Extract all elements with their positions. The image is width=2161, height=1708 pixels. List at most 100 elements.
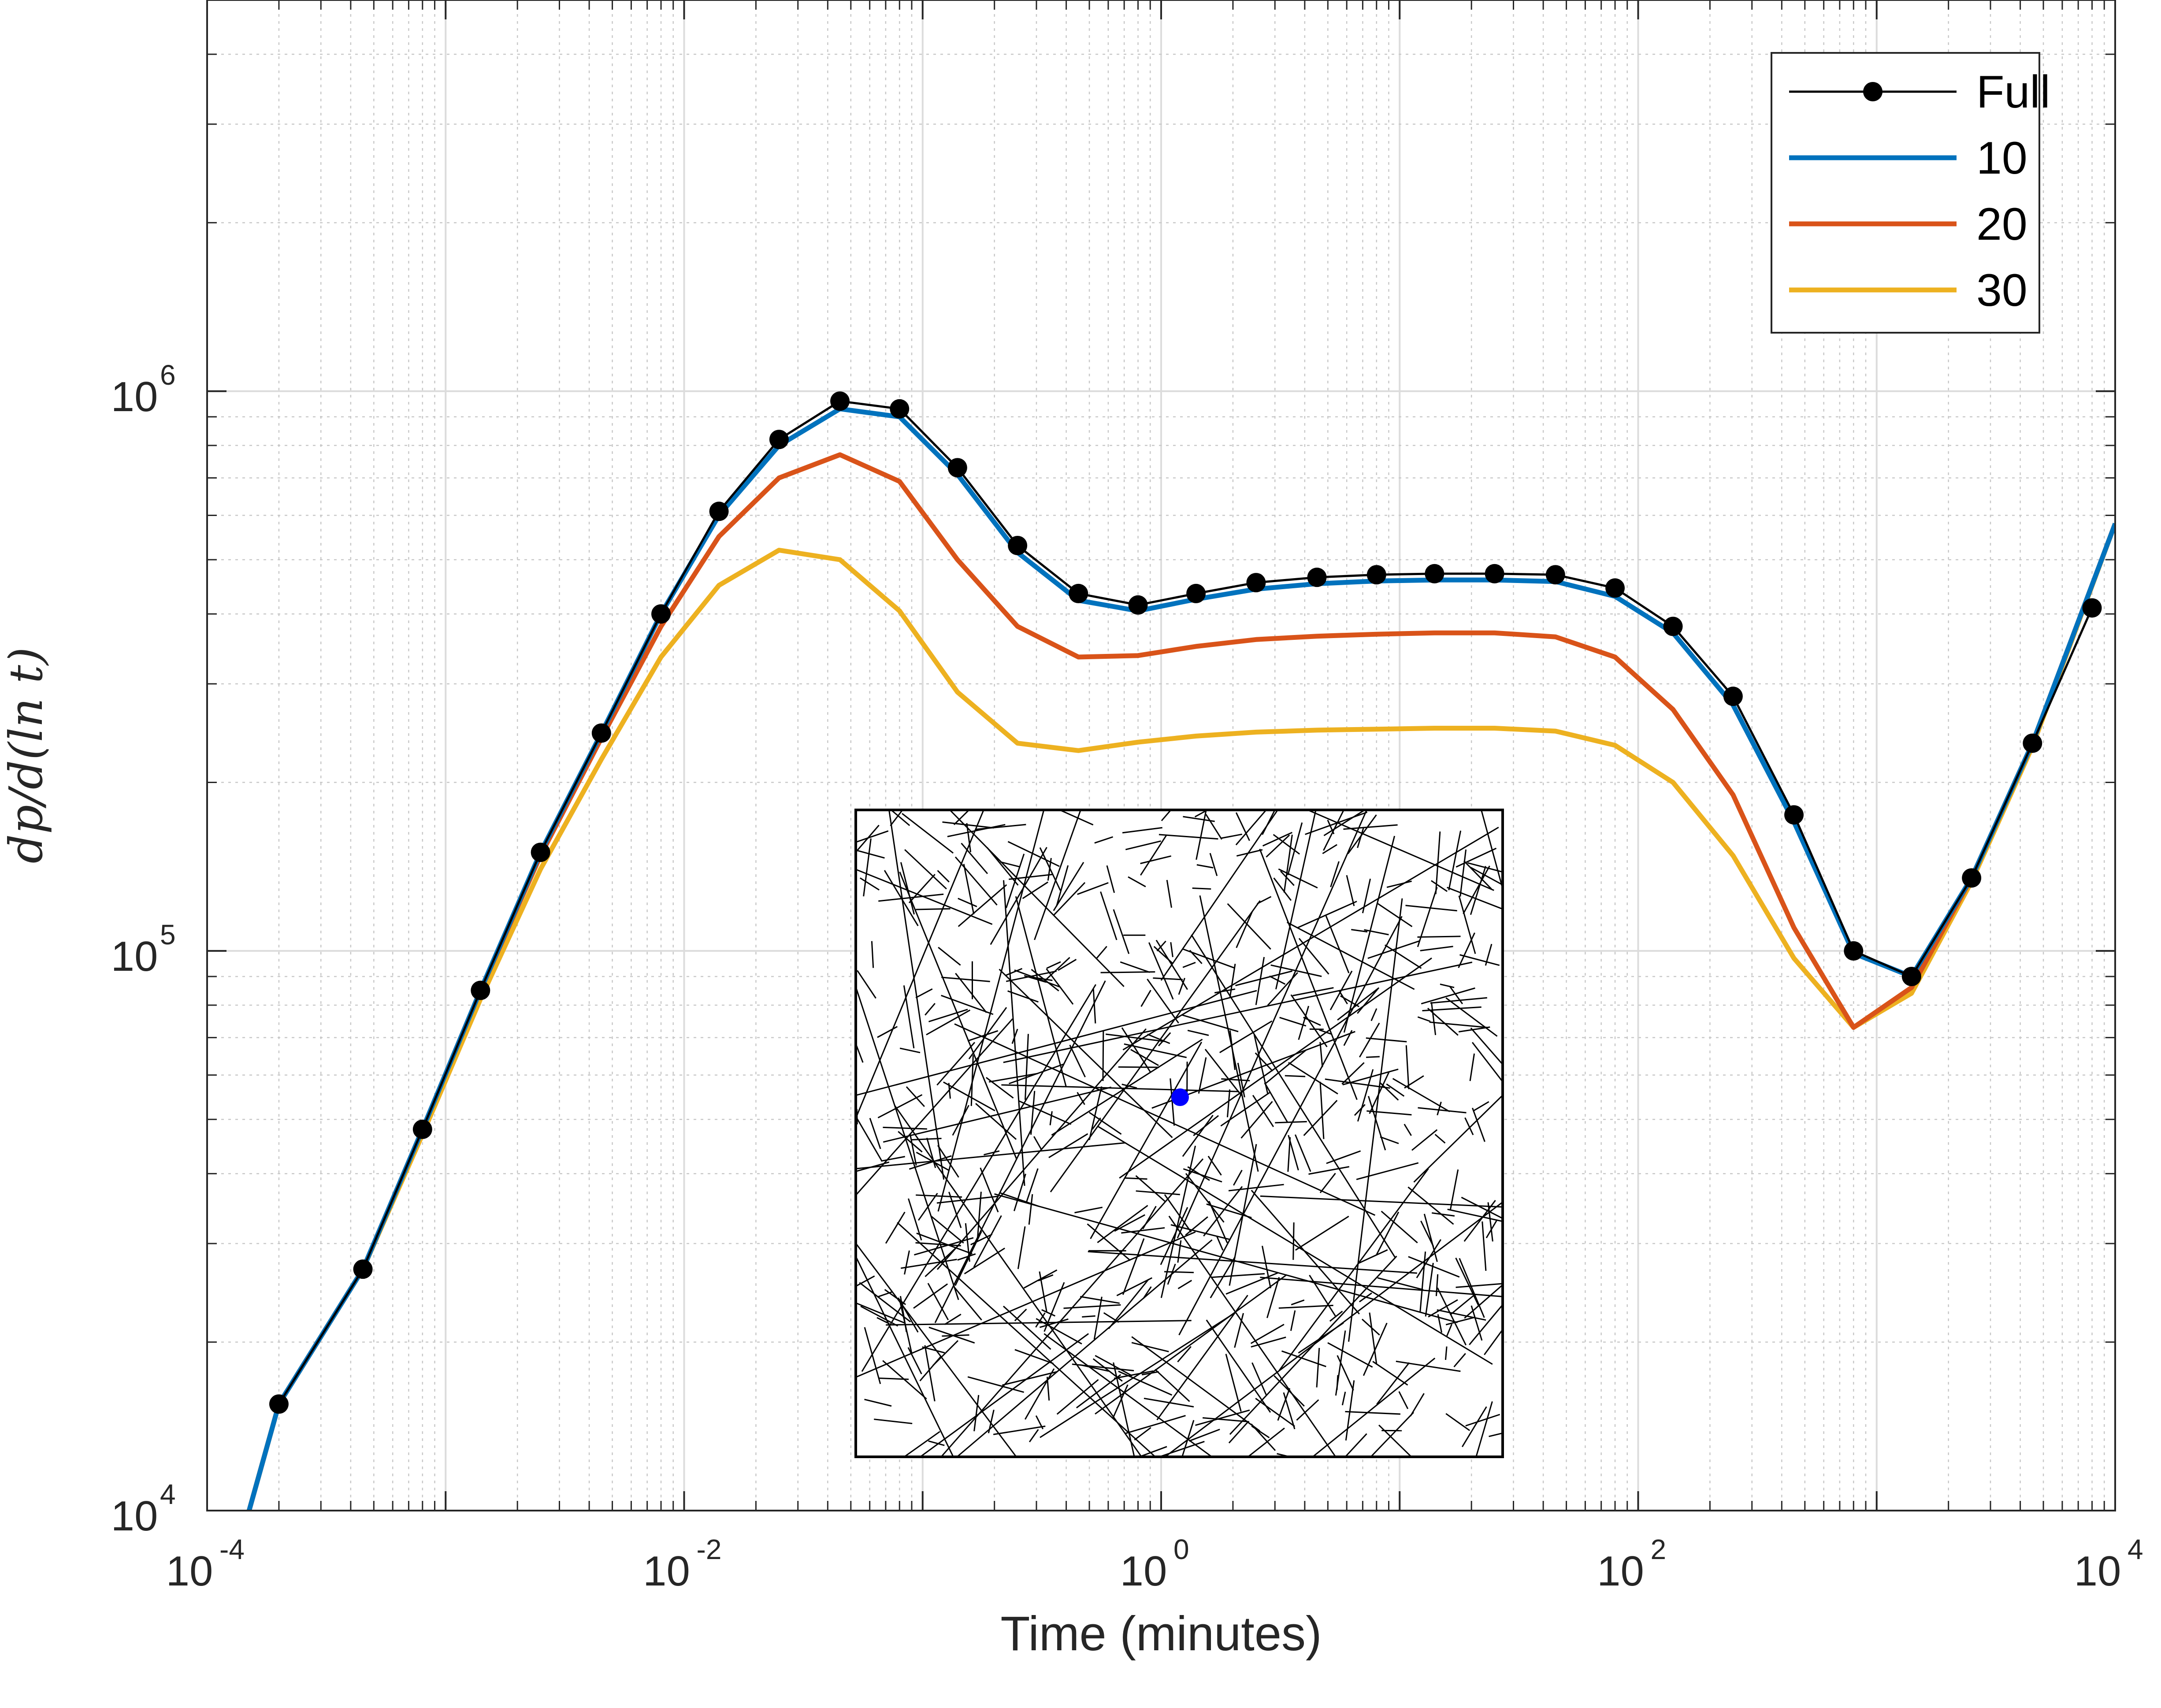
fracture — [958, 898, 977, 907]
fracture — [948, 1192, 962, 1228]
fracture — [1088, 1112, 1122, 1135]
fracture — [899, 1047, 921, 1054]
data-point-Full — [1723, 687, 1743, 706]
fracture — [1295, 1215, 1349, 1251]
fracture — [1142, 1206, 1157, 1229]
fracture — [1467, 862, 1503, 873]
fracture — [1392, 1078, 1450, 1112]
fracture — [881, 1156, 905, 1162]
fracture — [1092, 1118, 1101, 1130]
legend-item-10: 10 — [1789, 133, 2027, 184]
fracture — [1465, 1414, 1500, 1427]
fracture — [899, 1299, 913, 1353]
data-point-Full — [1663, 616, 1683, 636]
fracture — [1053, 861, 1084, 911]
fracture — [1122, 827, 1499, 1051]
data-point-Full — [531, 843, 550, 862]
fracture — [1311, 1357, 1436, 1457]
fracture — [1458, 932, 1475, 968]
fracture — [1017, 1226, 1026, 1269]
fracture — [1337, 1355, 1354, 1391]
fracture — [926, 1137, 936, 1168]
fracture — [1002, 1371, 1057, 1386]
fracture — [993, 1426, 1046, 1435]
legend-item-Full: Full — [1789, 67, 2050, 118]
x-tick-label: 10 -4 — [166, 1533, 245, 1595]
fracture — [1235, 970, 1292, 986]
x-tick-exponent: 0 — [1173, 1533, 1189, 1565]
fracture — [1459, 954, 1500, 966]
fracture — [937, 810, 1045, 1212]
fracture — [1120, 961, 1150, 973]
fracture — [1345, 1411, 1401, 1415]
fracture — [1093, 1296, 1103, 1340]
data-point-Full — [2023, 733, 2042, 753]
fracture — [955, 973, 987, 1013]
fracture — [883, 1126, 927, 1130]
fracture — [1003, 1305, 1051, 1350]
fracture — [1473, 1101, 1489, 1112]
fracture — [904, 1250, 910, 1275]
fracture — [1252, 1095, 1274, 1127]
fracture — [908, 1198, 922, 1240]
fracture — [1346, 875, 1355, 906]
fracture — [1193, 1115, 1219, 1136]
fracture — [897, 1297, 919, 1333]
fracture — [1417, 936, 1461, 938]
fracture — [1094, 836, 1114, 844]
fracture — [1291, 1299, 1305, 1306]
data-point-Full — [1186, 583, 1206, 603]
fracture — [1022, 881, 1048, 899]
fracture — [1160, 1207, 1188, 1265]
fracture — [883, 1086, 1112, 1143]
data-point-Full — [1307, 568, 1327, 587]
x-tick-base: 10 — [643, 1548, 690, 1595]
fracture — [988, 1410, 995, 1433]
legend-marker — [1863, 82, 1883, 101]
fracture — [1183, 816, 1215, 822]
fracture — [947, 824, 1006, 837]
fracture — [1005, 968, 1023, 976]
fracture — [1023, 1269, 1058, 1289]
fracture — [1122, 827, 1162, 834]
fracture — [1341, 1062, 1365, 1085]
fracture — [1361, 1318, 1380, 1336]
fracture — [1074, 1207, 1103, 1214]
fracture — [856, 990, 1257, 1096]
data-point-Full — [651, 604, 671, 624]
fracture — [1461, 1406, 1487, 1448]
fracture — [1354, 1104, 1366, 1116]
x-tick-base: 10 — [166, 1548, 213, 1595]
fracture — [936, 1196, 999, 1204]
fracture — [1137, 1446, 1167, 1457]
legend-label: Full — [1976, 67, 2050, 118]
fracture — [994, 1193, 1458, 1323]
fracture — [1345, 1380, 1355, 1441]
fracture — [1273, 834, 1300, 855]
fracture — [1471, 1042, 1503, 1083]
fracture — [1161, 810, 1172, 821]
fracture — [1043, 1333, 1213, 1457]
fracture — [1456, 847, 1497, 868]
fracture — [1166, 880, 1172, 908]
fracture — [1025, 1034, 1029, 1100]
fracture — [1338, 990, 1348, 1005]
fracture — [1235, 810, 1267, 846]
fracture — [1485, 943, 1493, 966]
fracture — [1260, 1195, 1503, 1208]
fracture — [1121, 1084, 1137, 1089]
fracture — [1366, 1110, 1412, 1116]
legend-label: 20 — [1976, 199, 2027, 250]
fracture — [1030, 1091, 1036, 1135]
fracture — [1098, 1126, 1493, 1365]
fracture — [977, 1192, 982, 1241]
x-tick-base: 10 — [2074, 1548, 2121, 1595]
fracture — [1147, 1033, 1170, 1044]
fracture — [1113, 909, 1130, 954]
fracture — [1048, 1133, 1088, 1158]
fracture — [1114, 1370, 1154, 1379]
fracture — [1148, 942, 1174, 1000]
fracture — [1264, 1049, 1307, 1085]
fracture — [954, 1023, 1376, 1216]
